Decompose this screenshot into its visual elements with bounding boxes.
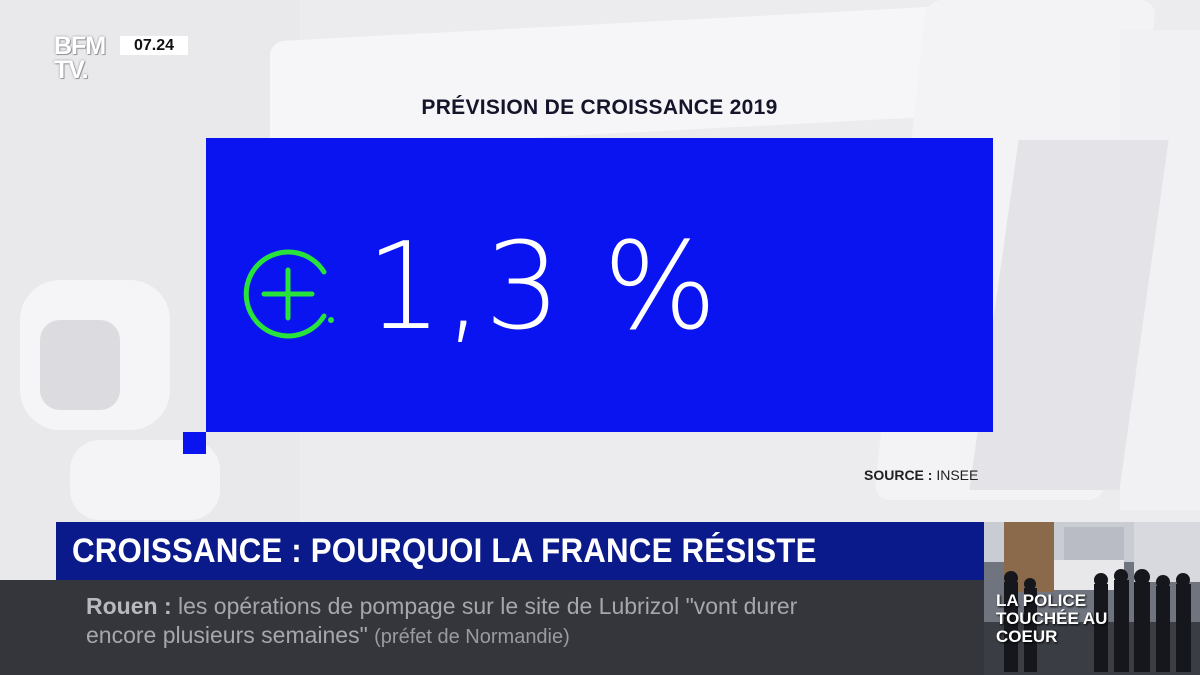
- bg-shape: [40, 320, 120, 410]
- news-thumbnail: [984, 522, 1200, 675]
- clock: 07.24: [120, 36, 188, 55]
- channel-logo: BFM TV.: [54, 32, 106, 84]
- logo-line-2: TV.: [54, 56, 89, 84]
- source-label: SOURCE :: [864, 467, 933, 483]
- ticker-attribution: (préfet de Normandie): [374, 626, 570, 648]
- thumbnail-image: [984, 522, 1200, 675]
- news-ticker: [0, 580, 984, 675]
- infographic-title: PRÉVISION DE CROISSANCE 2019: [421, 96, 778, 119]
- ticker-separator: :: [163, 593, 172, 619]
- panel-corner-accent: [183, 432, 206, 454]
- growth-value: 1,3 %: [366, 218, 720, 357]
- source-line: SOURCE : INSEE: [864, 467, 978, 483]
- logo-line-1: BFM: [54, 32, 106, 60]
- headline-text: CROISSANCE : POURQUOI LA FRANCE RÉSISTE: [72, 531, 817, 570]
- ticker-place: Rouen: [86, 593, 158, 619]
- ticker-text: Rouen : les opérations de pompage sur le…: [86, 592, 966, 652]
- headline-banner: CROISSANCE : POURQUOI LA FRANCE RÉSISTE: [56, 522, 984, 580]
- plus-circle-icon: [243, 249, 334, 339]
- infographic-panel: [206, 138, 993, 432]
- thumbnail-caption: LA POLICE TOUCHÉE AU COEUR: [996, 591, 1108, 646]
- ticker-line-2: encore plusieurs semaines": [86, 622, 368, 648]
- source-value: INSEE: [936, 467, 979, 483]
- ticker-line-1: les opérations de pompage sur le site de…: [178, 593, 798, 619]
